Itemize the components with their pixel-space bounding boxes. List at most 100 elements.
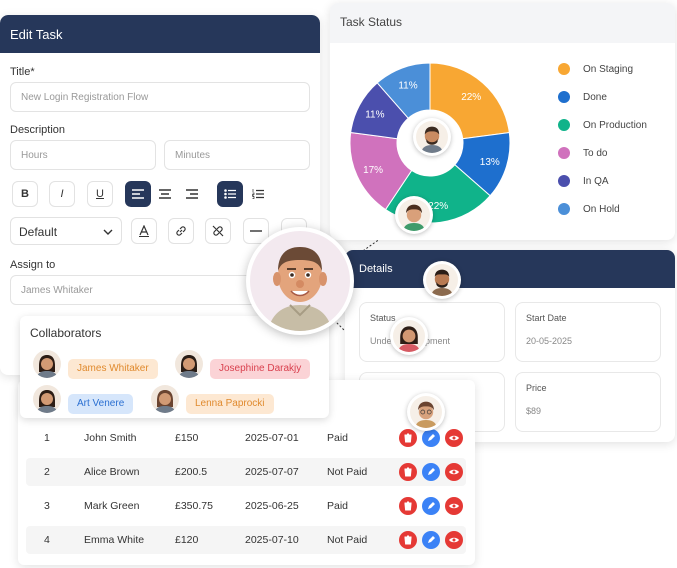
collaborator-avatar	[33, 385, 61, 413]
pie-data-label: 11%	[398, 81, 417, 92]
hours-input[interactable]: Hours	[10, 140, 156, 170]
trash-icon	[404, 535, 412, 545]
pencil-icon	[428, 502, 435, 509]
avatar-boy-curly[interactable]	[395, 196, 433, 234]
table-row: 4 Emma White £120 2025-07-10 Not Paid	[26, 526, 466, 554]
trash-icon	[404, 433, 412, 443]
align-left-icon	[132, 189, 144, 199]
legend-dot	[558, 63, 570, 75]
align-center-icon	[159, 189, 171, 199]
view-button[interactable]	[445, 497, 463, 515]
text-color-button[interactable]	[131, 218, 157, 244]
view-button[interactable]	[445, 531, 463, 549]
cell-name: Alice Brown	[84, 466, 140, 478]
collaborator-chip[interactable]: Art Venere	[68, 394, 134, 414]
edit-task-title: Edit Task	[0, 15, 320, 53]
collaborator-avatar	[151, 385, 179, 413]
title-label: Title*	[10, 66, 35, 78]
table-row: 2 Alice Brown £200.5 2025-07-07 Not Paid	[26, 458, 466, 486]
legend-dot	[558, 147, 570, 159]
cell-num: 1	[44, 432, 50, 444]
avatar-man-beard[interactable]	[413, 118, 451, 156]
man-avatar-illustration	[268, 247, 332, 331]
link-button[interactable]	[168, 218, 194, 244]
assign-to-label: Assign to	[10, 259, 56, 271]
pencil-icon	[428, 468, 435, 475]
pie-slice	[429, 62, 510, 140]
link-icon	[176, 226, 186, 236]
delete-button[interactable]	[399, 531, 417, 549]
underline-button[interactable]: U	[87, 181, 113, 207]
pie-data-label: 22%	[461, 92, 481, 103]
bullet-list-button[interactable]	[217, 181, 243, 207]
font-style-select[interactable]: Default	[10, 217, 122, 245]
pie-data-label: 13%	[480, 157, 500, 168]
avatar-woman[interactable]	[390, 317, 428, 355]
trash-icon	[404, 467, 412, 477]
cell-name: Emma White	[84, 534, 145, 546]
edit-button[interactable]	[422, 429, 440, 447]
avatar-man-glasses[interactable]	[407, 393, 445, 431]
status-box: Status Under Development	[359, 302, 505, 362]
minutes-input[interactable]: Minutes	[164, 140, 310, 170]
cell-amount: £150	[175, 432, 199, 444]
align-right-button[interactable]	[179, 181, 205, 207]
price-label: Price	[526, 383, 547, 393]
title-input[interactable]: New Login Registration Flow	[10, 82, 310, 112]
price-value: $89	[526, 406, 542, 416]
collaborators-popup: Collaborators James Whitaker Josephine Da…	[20, 316, 329, 418]
status-value: Under Development	[370, 336, 450, 346]
pencil-icon	[428, 434, 435, 441]
details-title: Details	[345, 250, 675, 288]
bold-button[interactable]: B	[12, 181, 38, 207]
collaborator-chip[interactable]: Josephine Darakjy	[210, 359, 311, 379]
edit-button[interactable]	[422, 463, 440, 481]
delete-button[interactable]	[399, 429, 417, 447]
cell-date: 2025-07-07	[245, 466, 299, 478]
italic-button[interactable]: I	[49, 181, 75, 207]
table-row: 3 Mark Green £350.75 2025-06-25 Paid	[26, 492, 466, 520]
delete-button[interactable]	[399, 497, 417, 515]
pie-data-label: 17%	[363, 165, 383, 176]
eye-icon	[449, 435, 459, 441]
align-left-button[interactable]	[125, 181, 151, 207]
table-row: 1 John Smith £150 2025-07-01 Paid	[26, 424, 466, 452]
cell-num: 3	[44, 500, 50, 512]
status-label: Status	[370, 313, 396, 323]
eye-icon	[449, 503, 459, 509]
edit-button[interactable]	[422, 531, 440, 549]
align-center-button[interactable]	[152, 181, 178, 207]
unlink-button[interactable]	[205, 218, 231, 244]
cell-num: 2	[44, 466, 50, 478]
task-status-card: Task Status 22% 13% 22% 17% 11% 11% On Stagin…	[330, 3, 675, 240]
legend-item: On Production	[558, 119, 647, 131]
legend-dot	[558, 175, 570, 187]
legend-label: Done	[583, 91, 607, 103]
font-style-value: Default	[19, 225, 58, 239]
cell-amount: £350.75	[175, 500, 213, 512]
cell-status: Paid	[327, 500, 349, 512]
pie-slice	[376, 62, 431, 119]
edit-button[interactable]	[422, 497, 440, 515]
task-status-pie-chart: 22% 13% 22% 17% 11% 11%	[349, 62, 511, 224]
cell-amount: £120	[175, 534, 199, 546]
view-button[interactable]	[445, 429, 463, 447]
cell-status: Not Paid	[327, 534, 368, 546]
collaborator-avatar	[33, 350, 61, 378]
eye-icon	[449, 537, 459, 543]
unlink-icon	[212, 225, 224, 237]
legend-label: On Staging	[583, 63, 634, 75]
task-status-title: Task Status	[330, 3, 675, 43]
numbered-list-button[interactable]	[245, 181, 271, 207]
avatar-man-dark[interactable]	[423, 261, 461, 299]
view-button[interactable]	[445, 463, 463, 481]
chevron-down-icon	[103, 229, 113, 235]
legend-label: On Hold	[583, 203, 620, 215]
collaborator-chip[interactable]: Lenna Paprocki	[186, 394, 274, 414]
legend-label: In QA	[583, 175, 609, 187]
main-user-avatar[interactable]	[246, 227, 354, 335]
cell-num: 4	[44, 534, 50, 546]
collaborator-chip[interactable]: James Whitaker	[68, 359, 158, 379]
collaborators-title: Collaborators	[30, 326, 102, 340]
delete-button[interactable]	[399, 463, 417, 481]
